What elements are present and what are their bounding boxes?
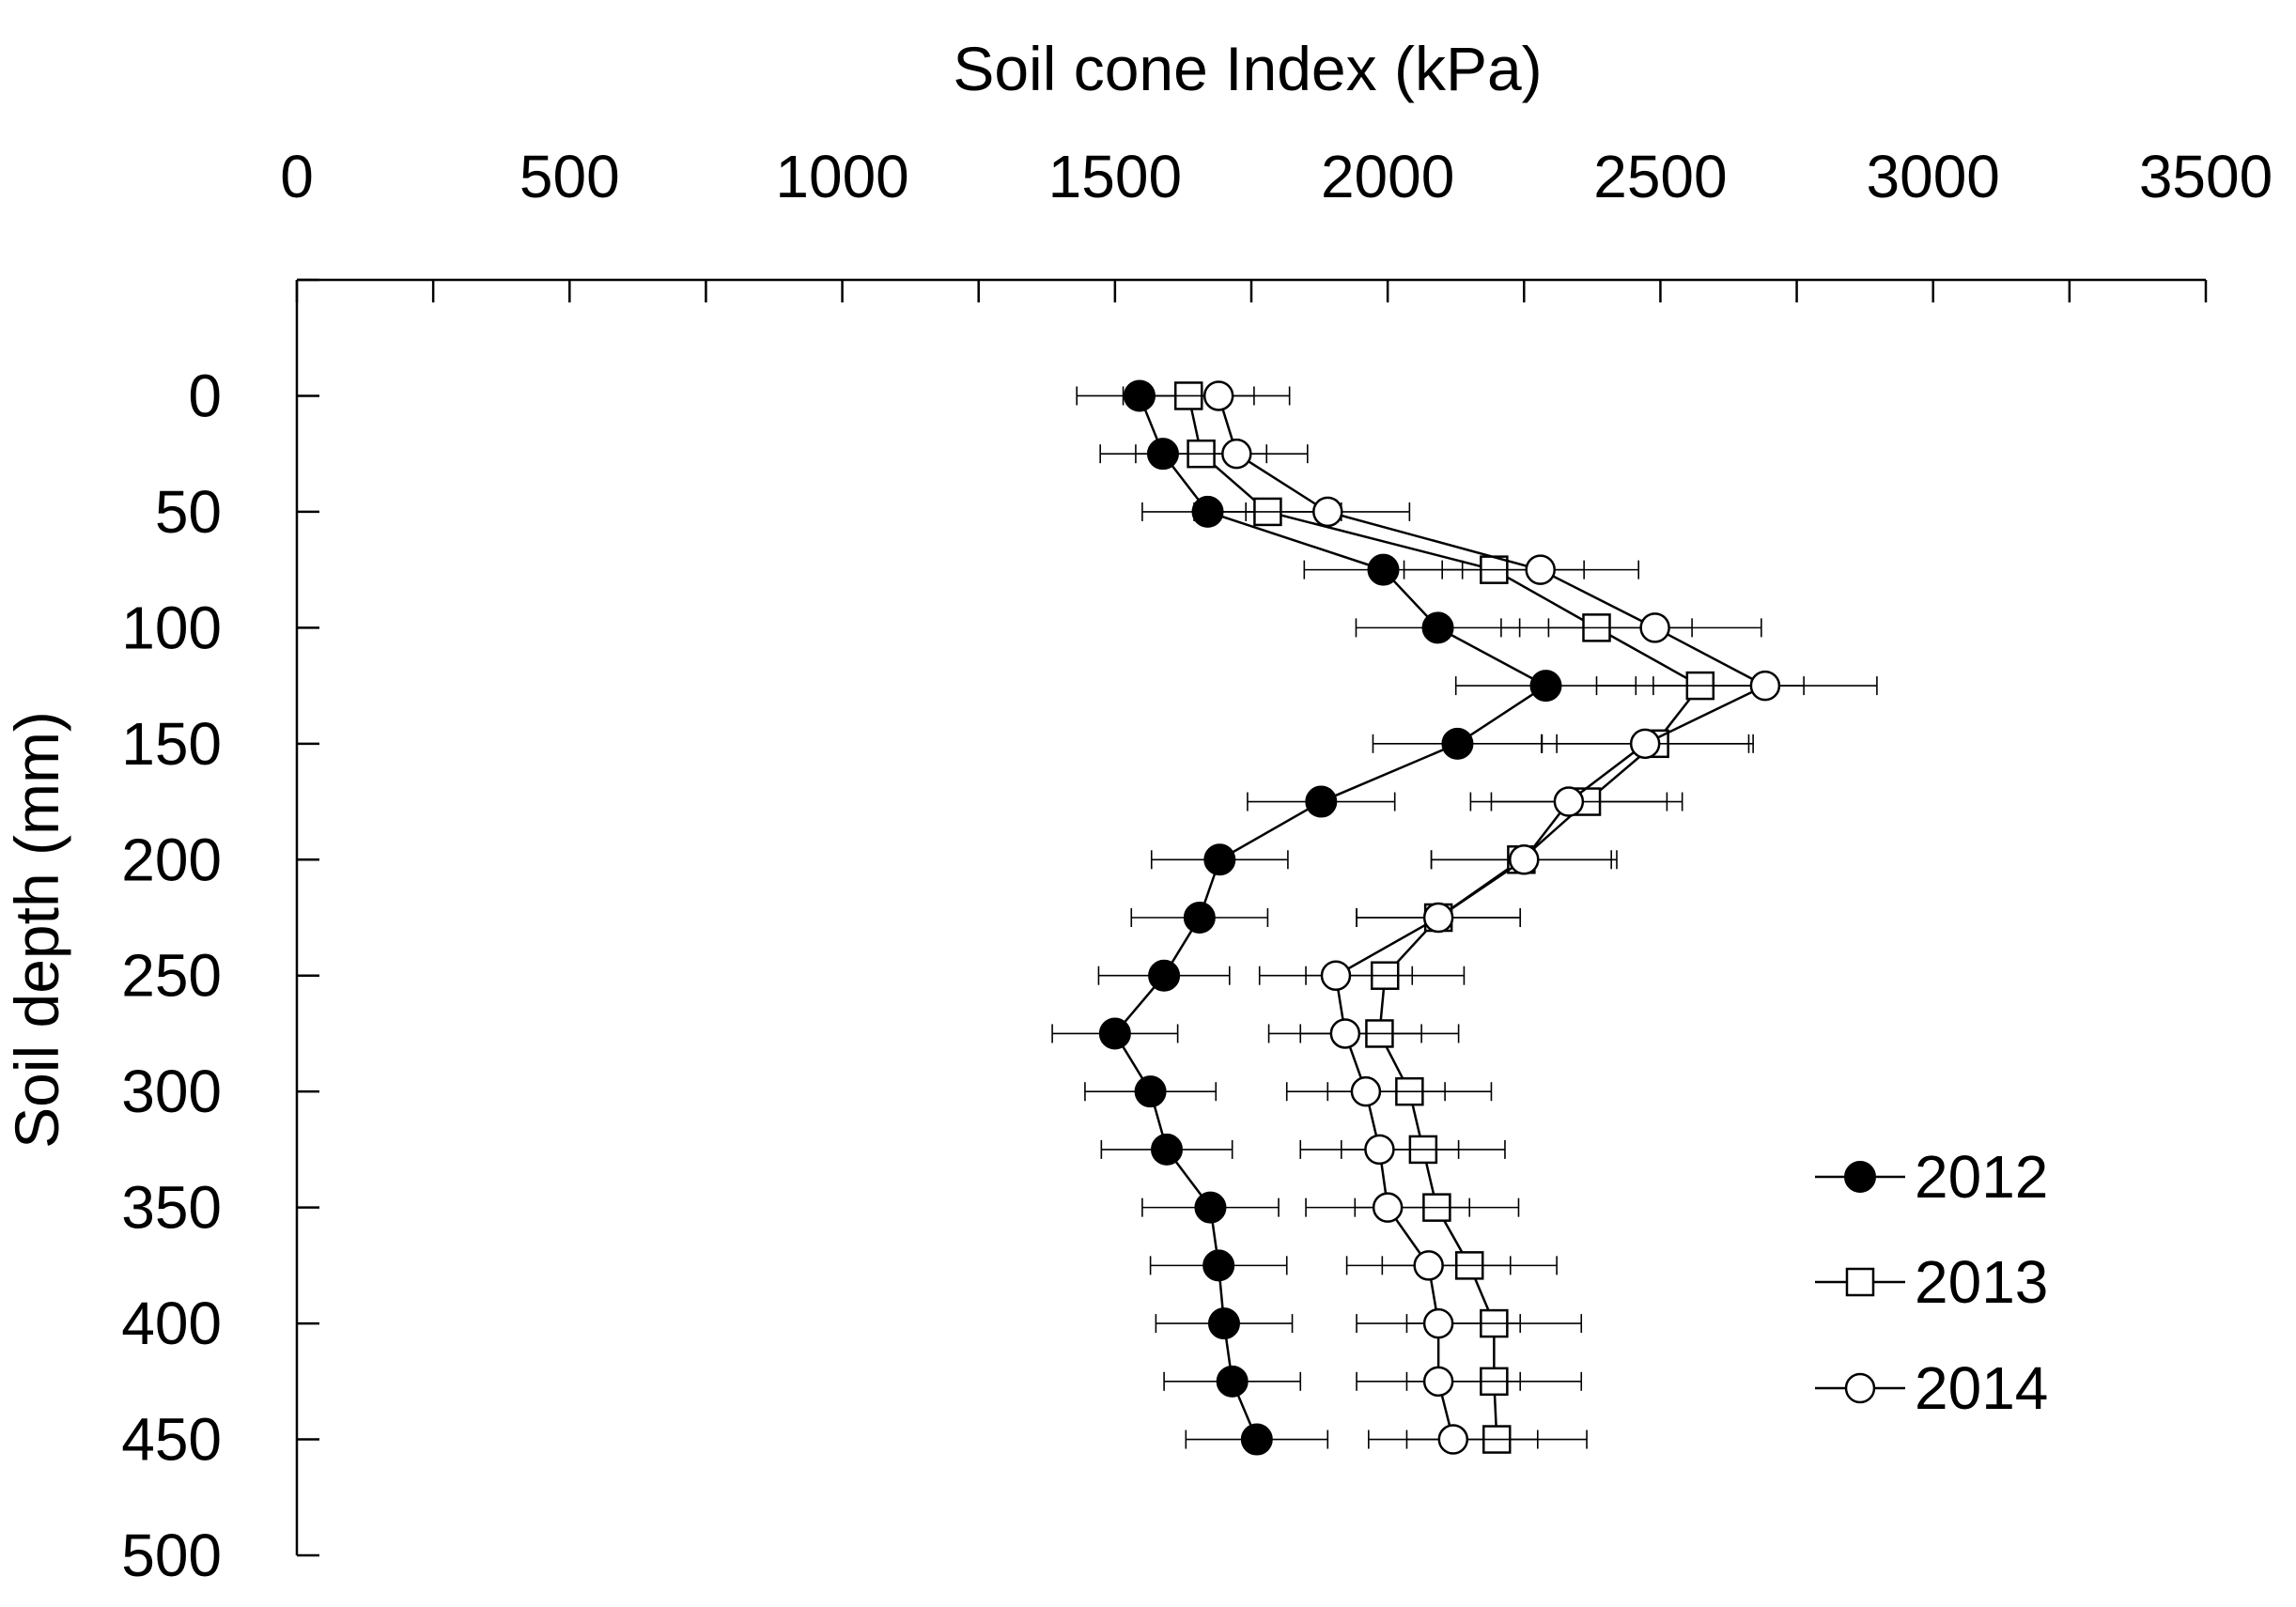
x-tick-label: 3000	[1867, 143, 2000, 210]
x-tick-label: 3500	[2139, 143, 2273, 210]
data-point	[1422, 902, 1454, 934]
data-point	[1202, 1249, 1235, 1282]
x-tick-labels: 0 500 1000 1500 2000 2500 3000 3500	[280, 143, 2273, 210]
legend-label: 2012	[1915, 1143, 2048, 1211]
data-point	[1421, 611, 1454, 644]
data-point	[1553, 786, 1585, 817]
y-tick-labels: 0 50 100 150 200 250 300 350 400 450 500	[121, 362, 222, 1589]
plot-axes	[295, 278, 2208, 1557]
data-point	[1194, 1191, 1227, 1224]
data-point	[1148, 959, 1181, 992]
data-point	[1509, 844, 1540, 875]
series-2012	[1051, 379, 1637, 1456]
data-point	[1422, 1366, 1454, 1398]
data-point	[1329, 1018, 1361, 1049]
data-point	[1134, 1075, 1167, 1108]
data-point	[1372, 1192, 1404, 1223]
x-tick-label: 500	[520, 143, 620, 210]
data-point	[1216, 1365, 1249, 1398]
data-point	[1207, 1307, 1240, 1340]
data-point	[1320, 960, 1352, 991]
data-point	[1422, 1307, 1454, 1339]
data-point	[1367, 553, 1400, 586]
data-point	[1240, 1423, 1273, 1456]
legend-label: 2014	[1915, 1354, 2048, 1422]
y-tick-label: 350	[121, 1174, 222, 1242]
y-axis-title: Soil depth (mm)	[2, 711, 71, 1149]
x-tick-label: 2500	[1593, 143, 1727, 210]
data-point	[1183, 902, 1216, 934]
y-tick-label: 500	[121, 1522, 222, 1589]
y-tick-label: 150	[121, 710, 222, 778]
x-axis-title: Soil cone Index (kPa)	[953, 34, 1542, 103]
y-tick-label: 250	[121, 942, 222, 1010]
data-point	[1151, 1133, 1184, 1166]
legend: 2012 2013 2014	[1815, 1143, 2048, 1422]
legend-marker	[1845, 1267, 1875, 1297]
data-point	[1203, 843, 1236, 876]
data-point	[1312, 496, 1343, 528]
data-point	[1441, 727, 1474, 760]
data-point	[1221, 438, 1252, 470]
data-series	[1051, 379, 1878, 1456]
data-point	[1629, 728, 1661, 760]
data-point	[1639, 612, 1670, 643]
y-tick-label: 0	[188, 362, 222, 429]
data-point	[1098, 1017, 1131, 1050]
data-point	[1364, 1134, 1395, 1166]
y-tick-label: 50	[155, 478, 222, 546]
y-tick-label: 400	[121, 1290, 222, 1357]
x-tick-label: 1000	[775, 143, 908, 210]
data-point	[1437, 1424, 1469, 1455]
x-tick-label: 2000	[1321, 143, 1454, 210]
y-tick-label: 450	[121, 1406, 222, 1474]
data-point	[1525, 554, 1556, 585]
data-point	[1202, 380, 1234, 411]
data-point	[1413, 1250, 1444, 1281]
data-point	[1305, 785, 1338, 818]
legend-marker	[1844, 1161, 1876, 1193]
data-point	[1749, 670, 1781, 702]
legend-marker	[1844, 1372, 1876, 1404]
x-tick-label: 0	[280, 143, 314, 210]
y-tick-label: 300	[121, 1058, 222, 1125]
data-point	[1529, 670, 1562, 703]
legend-label: 2013	[1915, 1248, 2048, 1316]
y-tick-label: 200	[121, 826, 222, 893]
x-tick-label: 1500	[1048, 143, 1182, 210]
y-tick-label: 100	[121, 594, 222, 661]
series-2014	[1146, 380, 1878, 1455]
data-point	[1350, 1075, 1382, 1107]
